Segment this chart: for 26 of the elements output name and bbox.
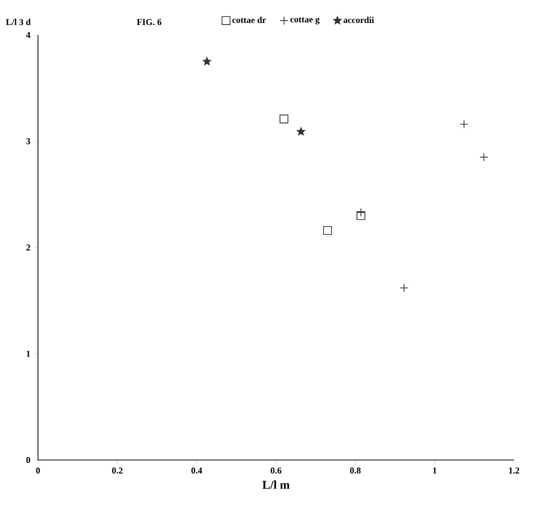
y-tick-label: 4 (26, 32, 30, 38)
legend-label: cottae dr (232, 16, 266, 24)
point (479, 152, 488, 162)
y-tick-label: 2 (26, 244, 30, 250)
point (280, 114, 288, 124)
point (400, 283, 409, 292)
x-tick-label: 0.8 (350, 468, 361, 474)
legend-label: accordii (343, 16, 374, 24)
x-tick-label: 1.2 (509, 468, 520, 474)
point (296, 127, 306, 136)
point (356, 211, 366, 220)
y-tick-label: 1 (26, 350, 30, 357)
y-axis-title: L/l 3 d (6, 18, 31, 26)
chart-title: FIG. 6 (136, 19, 162, 26)
x-tick-label: 0.6 (270, 468, 282, 474)
x-axis-title: L/l m (262, 480, 290, 489)
x-tick-label: 0.2 (112, 468, 123, 474)
y-tick-label: 3 (26, 138, 30, 144)
x-tick-label: 1 (433, 468, 436, 474)
x-tick-label: 0.4 (191, 468, 202, 474)
x-tick-label: 0 (36, 468, 40, 474)
legend-label: cottae g (290, 17, 320, 24)
point (202, 57, 212, 66)
y-tick-label: 0 (26, 456, 30, 464)
point (323, 226, 332, 235)
point (460, 120, 468, 129)
